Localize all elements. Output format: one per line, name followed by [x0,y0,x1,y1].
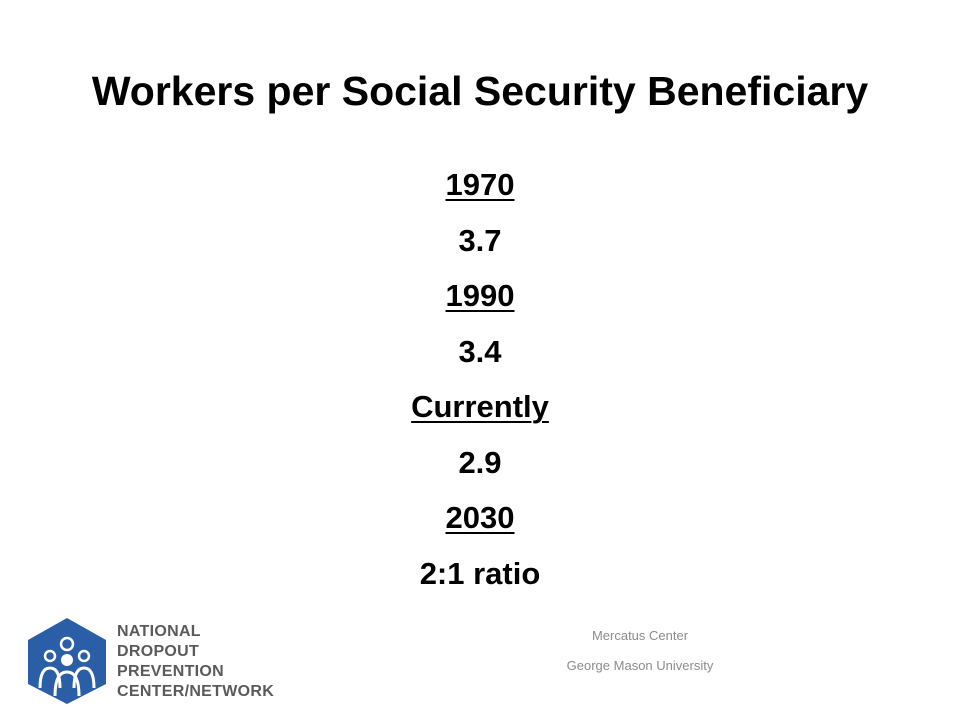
logo-figure [59,636,75,652]
label-text: 2030 [445,500,515,535]
slide-title: Workers per Social Security Beneficiary [91,68,869,114]
label-text: 1990 [445,278,515,313]
footer-line: George Mason University [566,658,714,673]
item-label: Currently [0,382,960,438]
label-text: Currently [411,389,549,424]
item-label: 1990 [0,271,960,327]
logo-text: NATIONAL DROPOUT PREVENTION CENTER/NETWO… [117,622,274,702]
logo-figure [61,654,73,666]
item-list: 1970 3.7 1990 3.4 Currently 2.9 2030 2:1… [0,160,960,604]
logo-line: PREVENTION [117,663,225,680]
logo-figure [43,649,57,663]
logo: NATIONAL DROPOUT PREVENTION CENTER/NETWO… [22,616,282,706]
item-value: 3.7 [458,222,502,258]
item-value: 2:1 ratio [419,555,541,591]
logo-line: CENTER/NETWORK [117,683,275,700]
footer-line: Mercatus Center [591,628,689,643]
item-label: 2030 [0,493,960,549]
logo-line: DROPOUT [117,643,200,660]
logo-bodies [38,666,96,697]
label-text: 1970 [445,167,515,202]
footer: Mercatus Center George Mason University [480,626,800,686]
item-value: 3.4 [458,333,502,369]
logo-icon [28,618,106,704]
logo-figure [77,649,91,663]
logo-line: NATIONAL [117,623,201,640]
item-value: 2.9 [458,444,502,480]
item-label: 1970 [0,160,960,216]
